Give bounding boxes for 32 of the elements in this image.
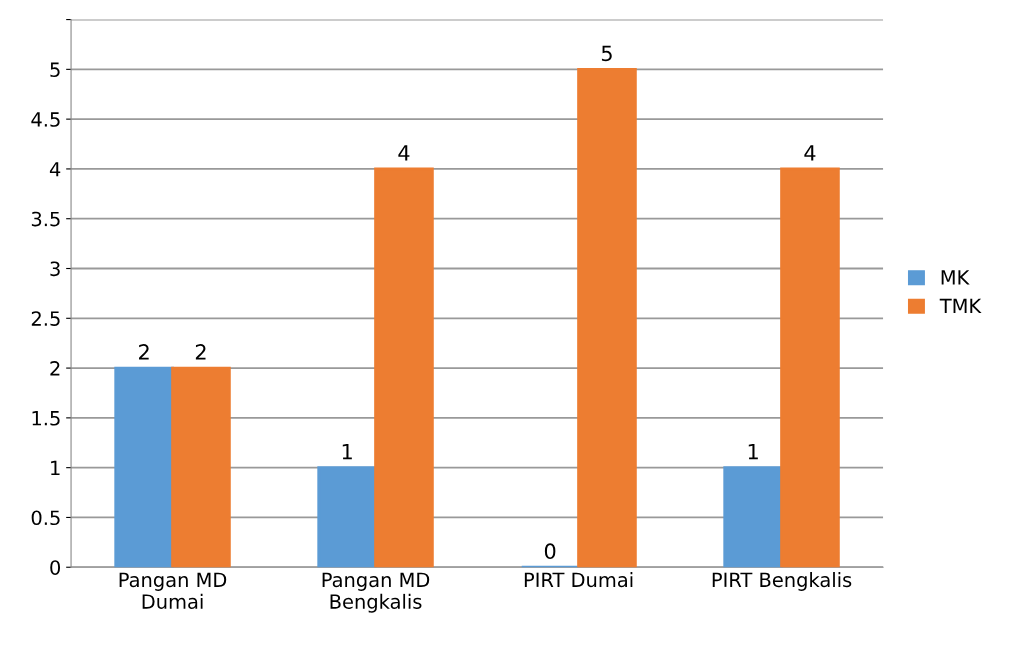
x-tick-label: PIRT Dumai [524, 572, 633, 588]
data-label: 2 [139, 344, 149, 360]
bar [317, 466, 377, 568]
y-tick-label: 0 [50, 560, 61, 575]
y-tick-label: 3 [50, 261, 60, 277]
bar [577, 67, 637, 568]
data-label: 4 [398, 145, 410, 161]
legend-label: TMK [939, 298, 982, 314]
data-label: 5 [601, 45, 612, 62]
data-label: 0 [544, 543, 556, 560]
legend-label: MK [941, 270, 970, 285]
y-tick-label: 0.5 [31, 510, 60, 526]
y-tick-label: 4.5 [31, 112, 60, 127]
y-tick-label: 1.5 [32, 411, 60, 426]
x-tick-label: Pangan MD Bengkalis [322, 572, 430, 613]
x-tick-label: PIRT Bengkalis [712, 572, 852, 591]
y-tick-label: 4 [49, 162, 61, 177]
bar [780, 167, 840, 568]
data-label: 1 [748, 443, 758, 460]
x-tick-label: Pangan MD Dumai [119, 572, 227, 609]
y-tick-label: 2 [50, 361, 60, 376]
bar [114, 366, 174, 568]
bar [723, 466, 783, 568]
y-tick-label: 2.5 [31, 311, 60, 326]
y-tick-label: 1 [51, 460, 60, 476]
y-tick-label: 5 [50, 62, 60, 78]
data-label: 1 [342, 443, 352, 460]
y-tick-label: 3.5 [31, 211, 60, 227]
bar [374, 167, 434, 568]
data-label: 4 [804, 145, 816, 161]
bar [171, 366, 231, 568]
data-label: 2 [195, 344, 206, 360]
